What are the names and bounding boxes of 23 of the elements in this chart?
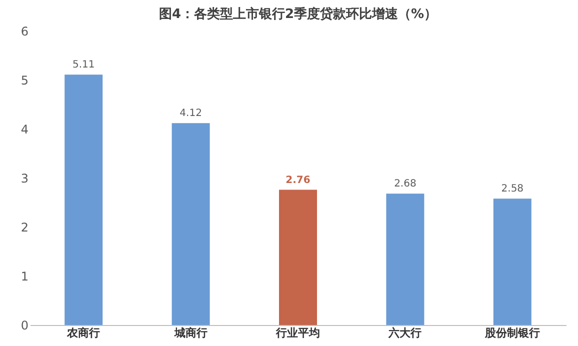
bar	[279, 190, 317, 325]
y-tick-label: 0	[20, 318, 28, 332]
data-label: 5.11	[72, 60, 95, 71]
y-tick-label: 6	[20, 24, 28, 38]
bar	[493, 198, 532, 325]
x-tick-label: 城商行	[173, 326, 208, 340]
y-tick-label: 2	[20, 220, 28, 234]
x-tick-label: 六大行	[388, 326, 422, 340]
data-label: 2.68	[394, 178, 416, 190]
chart-title: 图4：各类型上市银行2季度贷款环比增速（%）	[158, 6, 438, 22]
data-label: 2.76	[286, 174, 310, 186]
x-tick-label: 行业平均	[275, 326, 320, 340]
y-tick-label: 4	[20, 122, 28, 136]
data-label: 4.12	[180, 108, 202, 120]
x-tick-label: 股份制银行	[484, 326, 540, 340]
y-tick-label: 5	[20, 74, 28, 88]
bar	[64, 74, 103, 325]
data-label: 2.58	[501, 184, 524, 195]
y-tick-label: 3	[20, 172, 28, 186]
y-tick-label: 1	[20, 270, 28, 284]
bar	[386, 194, 424, 325]
x-tick-label: 农商行	[66, 326, 100, 340]
bar	[172, 123, 210, 325]
